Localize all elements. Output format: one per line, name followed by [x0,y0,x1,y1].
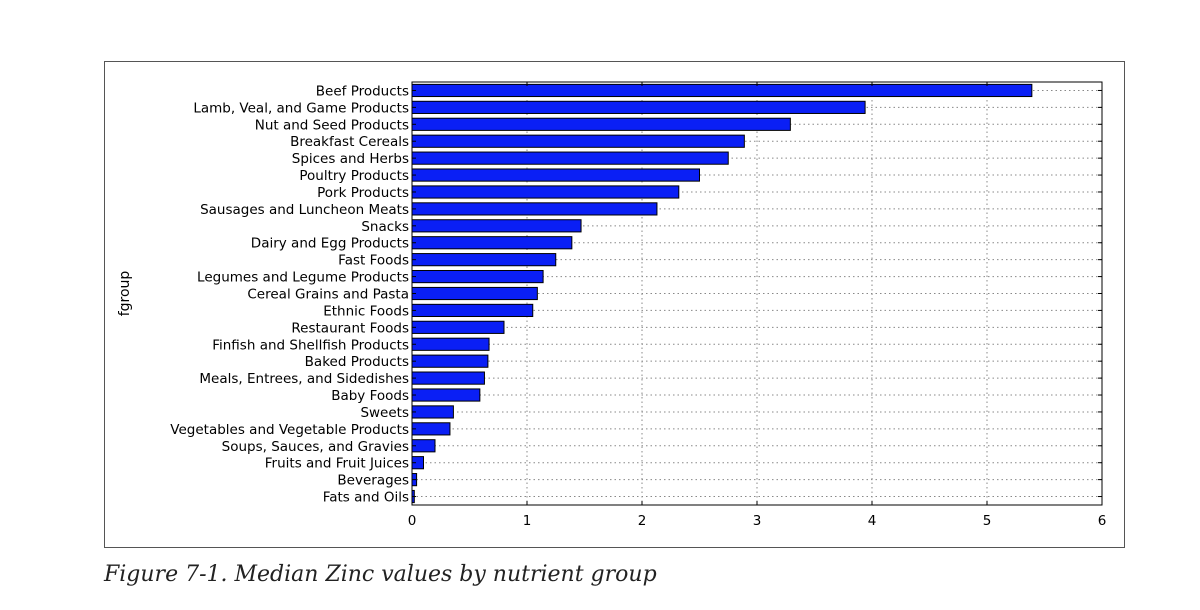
figure-frame: 0 1 2 3 4 5 6 Beef Products Lamb, Veal, and Gam… [104,61,1125,548]
bar-6 [411,185,680,199]
y-tick-label: Ethnic Foods [323,303,409,319]
x-tick-label: 0 [408,513,417,529]
x-tick-label: 4 [868,513,877,529]
bar-14 [411,320,505,334]
y-tick-label: Cereal Grains and Pasta [247,287,409,303]
y-tick-label: Snacks [361,219,409,235]
bar-12 [411,286,538,301]
bar-17 [411,371,485,385]
bar-15 [411,337,490,351]
x-tick-label: 5 [983,513,992,529]
bar-0 [411,83,1033,98]
y-tick-label: Fats and Oils [323,490,409,506]
bar-16 [411,354,489,368]
bar-20 [411,422,451,436]
x-tick-label: 1 [523,513,532,529]
bar-13 [411,303,534,318]
y-tick-label: Vegetables and Vegetable Products [170,422,409,438]
bar-10 [411,253,557,267]
y-tick-label: Baked Products [305,354,409,370]
bar-5 [411,168,700,182]
y-tick-label: Soups, Sauces, and Gravies [222,439,409,455]
y-tick-label: Spices and Herbs [292,151,409,167]
y-tick-label: Restaurant Foods [291,320,409,336]
y-tick-label: Baby Foods [331,388,409,404]
bar-3 [411,134,745,148]
y-tick-label: Pork Products [317,185,409,201]
bar-18 [411,388,481,402]
y-tick-label: Sausages and Luncheon Meats [200,202,409,218]
bar-4 [411,151,729,165]
bar-2 [411,117,791,131]
bar-1 [411,100,866,114]
y-tick-label: Meals, Entrees, and Sidedishes [199,371,409,387]
x-tick-label: 3 [753,513,762,529]
bar-7 [411,202,658,216]
y-tick-label: Finfish and Shellfish Products [212,337,409,353]
y-tick-label: Beef Products [316,83,409,99]
bar-11 [411,269,544,284]
y-tick-label: Fruits and Fruit Juices [265,456,409,472]
y-tick-label: Beverages [337,473,409,489]
figure-caption: Figure 7-1. Median Zinc values by nutrie… [104,562,657,587]
y-tick-label: Dairy and Egg Products [251,236,409,252]
x-axis-ticks: 0 1 2 3 4 5 6 [408,82,1107,529]
y-axis-label: fgroup [117,271,133,317]
y-tick-label: Legumes and Legume Products [197,270,409,286]
y-tick-label: Lamb, Veal, and Game Products [193,100,409,116]
bar-19 [411,405,454,419]
y-tick-label: Nut and Seed Products [255,117,409,133]
y-tick-label: Fast Foods [338,253,409,269]
y-tick-label: Sweets [360,405,409,421]
x-tick-label: 6 [1098,513,1107,529]
x-tick-label: 2 [638,513,647,529]
bar-8 [411,219,582,233]
bar-9 [411,236,573,250]
y-tick-label: Breakfast Cereals [290,134,409,150]
y-tick-label: Poultry Products [299,168,409,184]
